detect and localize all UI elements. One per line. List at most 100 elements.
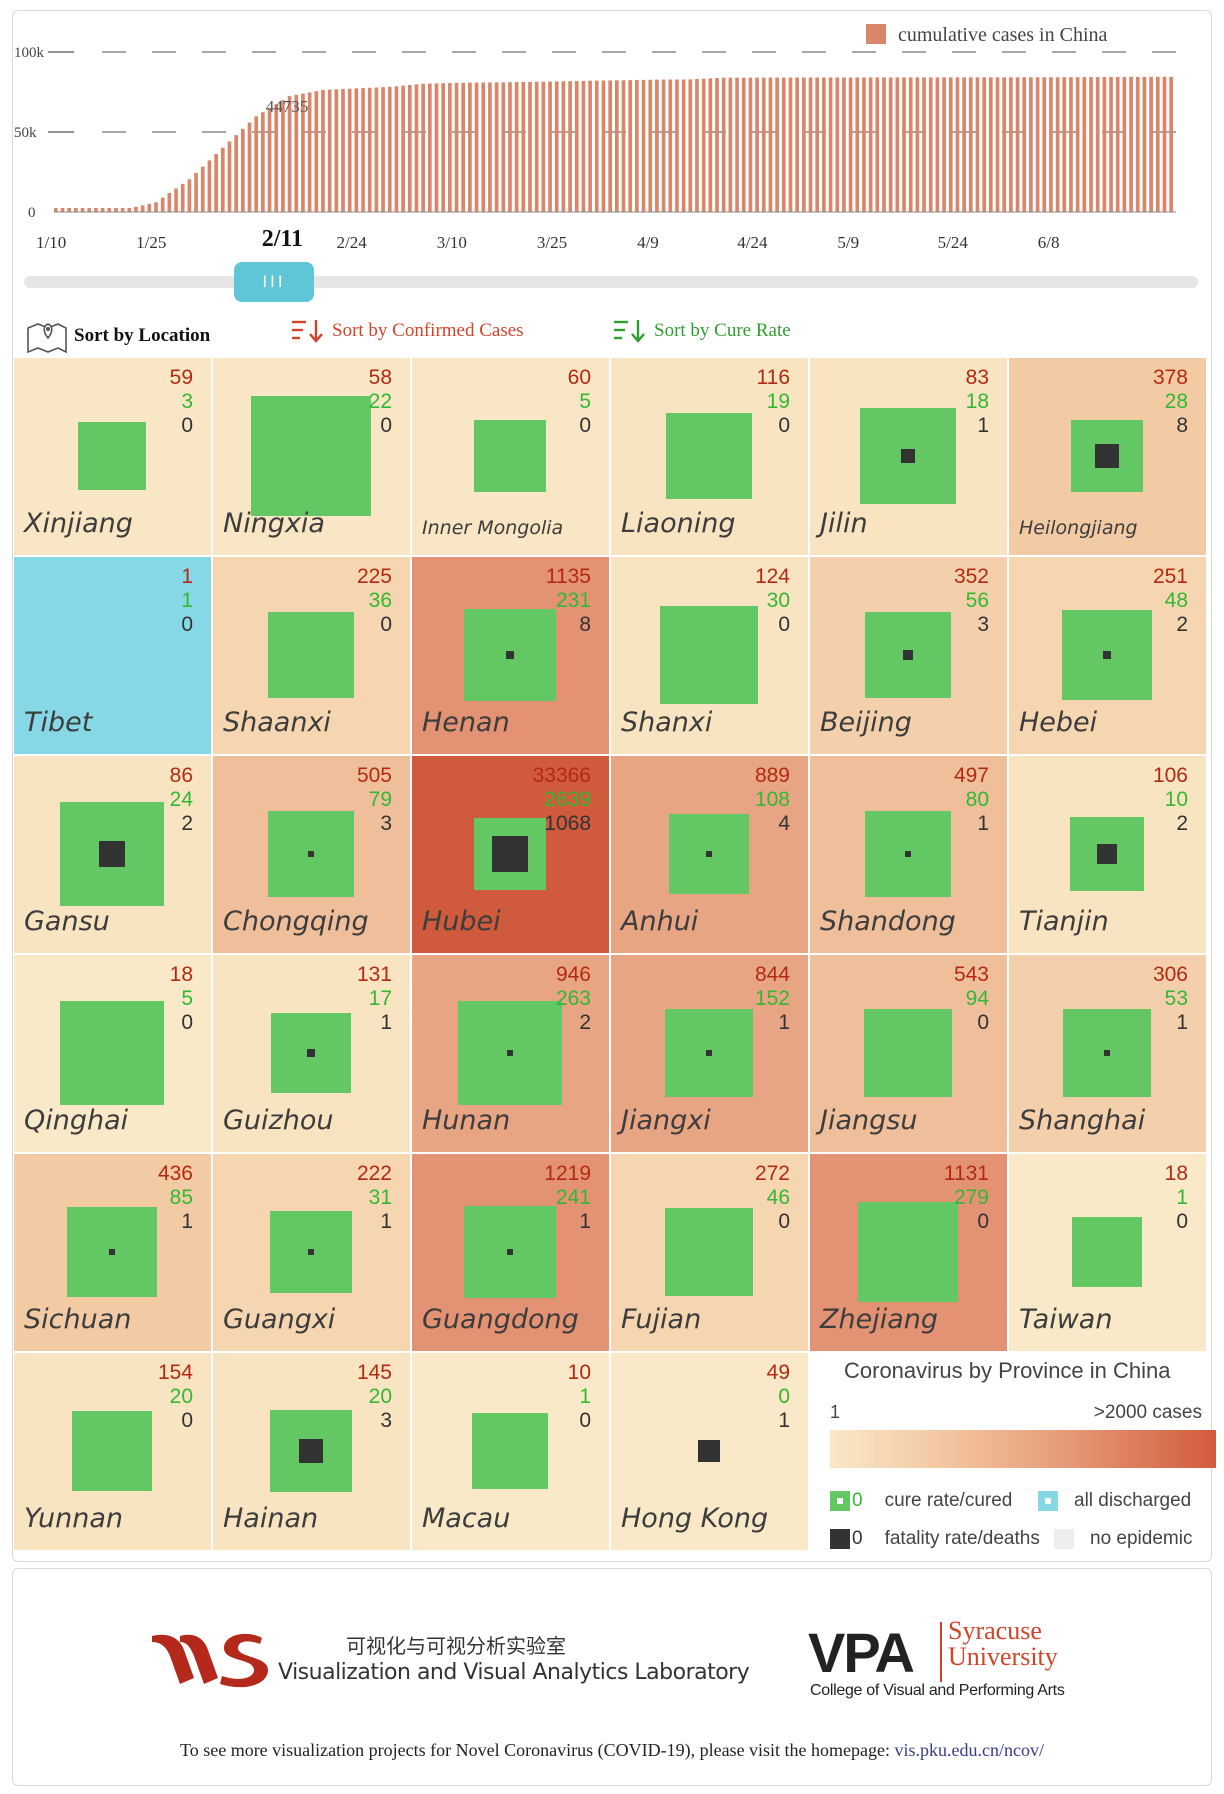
bar (588, 80, 592, 212)
bar (421, 83, 425, 213)
bar (1102, 76, 1107, 212)
confirmed-count: 49 (766, 1361, 790, 1384)
province-cell-macau[interactable]: 10 1 0 Macau (412, 1353, 609, 1550)
province-cell-hebei[interactable]: 251 48 2 Hebei (1009, 557, 1206, 754)
confirmed-count: 1131 (943, 1162, 989, 1185)
bar (407, 85, 412, 212)
map-legend: Coronavirus by Province in China 1 >2000… (824, 1358, 1216, 1555)
bar (882, 77, 886, 212)
bar (234, 135, 238, 212)
province-cell-xinjiang[interactable]: 59 3 0 Xinjiang (14, 358, 211, 555)
sort-by-cure-rate-button[interactable]: Sort by Cure Rate (612, 318, 791, 344)
province-cell-jiangsu[interactable]: 543 94 0 Jiangsu (810, 955, 1007, 1152)
cure-rate-square (1072, 1217, 1142, 1287)
province-cell-fujian[interactable]: 272 46 0 Fujian (611, 1154, 808, 1351)
sort-by-confirmed-button[interactable]: Sort by Confirmed Cases (290, 318, 524, 344)
date-slider-track[interactable] (24, 276, 1198, 288)
bar (962, 77, 966, 213)
fatality-rate-square (1102, 650, 1112, 660)
bar (314, 91, 319, 212)
cure-rate-square (665, 1208, 753, 1296)
province-cell-shanxi[interactable]: 124 30 0 Shanxi (611, 557, 808, 754)
homepage-link[interactable]: vis.pku.edu.cn/ncov/ (894, 1740, 1045, 1760)
bar (1142, 76, 1147, 212)
bar (788, 77, 793, 212)
deaths-count: 0 (778, 1210, 790, 1233)
province-cell-liaoning[interactable]: 116 19 0 Liaoning (611, 358, 808, 555)
logo-divider (940, 1622, 942, 1682)
deaths-count: 2 (1176, 812, 1188, 835)
cured-count: 18 (965, 390, 989, 413)
province-cell-henan[interactable]: 1135 231 8 Henan (412, 557, 609, 754)
province-cell-hubei[interactable]: 33366 2639 1068 Hubei (412, 756, 609, 953)
cured-count: 53 (1164, 987, 1188, 1010)
province-cell-qinghai[interactable]: 18 5 0 Qinghai (14, 955, 211, 1152)
confirmed-count: 154 (157, 1361, 193, 1384)
bar (635, 80, 639, 212)
bar (621, 80, 626, 213)
province-cell-taiwan[interactable]: 18 1 0 Taiwan (1009, 1154, 1206, 1351)
bar (574, 80, 579, 212)
deaths-count: 0 (1176, 1210, 1188, 1233)
date-slider-handle[interactable]: III (234, 262, 314, 302)
province-cell-jilin[interactable]: 83 18 1 Jilin (810, 358, 1007, 555)
province-cell-tibet[interactable]: 1 1 0 Tibet (14, 557, 211, 754)
bar (715, 78, 719, 212)
sort-by-location-button[interactable]: Sort by Location (26, 318, 210, 354)
province-name: Hainan (223, 1503, 319, 1534)
legend-fatality-zero: 0 (852, 1528, 863, 1549)
cured-count: 94 (965, 987, 989, 1010)
province-cell-heilongjiang[interactable]: 378 28 8 Heilongjiang (1009, 358, 1206, 555)
bar (354, 88, 359, 212)
confirmed-count: 86 (169, 764, 193, 787)
province-cell-shanghai[interactable]: 306 53 1 Shanghai (1009, 955, 1206, 1152)
bar (488, 82, 492, 212)
bar (748, 77, 753, 213)
deaths-count: 0 (579, 1409, 591, 1432)
province-cell-beijing[interactable]: 352 56 3 Beijing (810, 557, 1007, 754)
province-cell-guizhou[interactable]: 131 17 1 Guizhou (213, 955, 410, 1152)
chart-axis: 100k 50k 01/10 1/25 2/11 2/24 3/10 3/25 4/9 4/24 5… (14, 45, 1176, 252)
province-cell-yunnan[interactable]: 154 20 0 Yunnan (14, 1353, 211, 1550)
bar (321, 89, 325, 212)
province-cell-sichuan[interactable]: 436 85 1 Sichuan (14, 1154, 211, 1351)
province-name: Shanghai (1019, 1105, 1146, 1136)
province-cell-gansu[interactable]: 86 24 2 Gansu (14, 756, 211, 953)
bar (688, 79, 693, 212)
province-cell-chongqing[interactable]: 505 79 3 Chongqing (213, 756, 410, 953)
bar (94, 208, 98, 212)
cured-count: 20 (169, 1385, 193, 1408)
deaths-count: 0 (778, 414, 790, 437)
bar (367, 87, 372, 212)
province-cell-ningxia[interactable]: 58 22 0 Ningxia (213, 358, 410, 555)
bar (848, 77, 853, 212)
province-cell-hong-kong[interactable]: 49 0 1 Hong Kong (611, 1353, 808, 1550)
province-cell-shandong[interactable]: 497 80 1 Shandong (810, 756, 1007, 953)
deaths-count: 8 (1176, 414, 1188, 437)
sort-location-label: Sort by Location (74, 325, 211, 346)
province-cell-shaanxi[interactable]: 225 36 0 Shaanxi (213, 557, 410, 754)
bar (241, 128, 245, 212)
province-cell-tianjin[interactable]: 106 10 2 Tianjin (1009, 756, 1206, 953)
legend-label: cumulative cases in China (898, 24, 1108, 46)
bar (528, 81, 532, 213)
bar (167, 193, 172, 212)
province-cell-jiangxi[interactable]: 844 152 1 Jiangxi (611, 955, 808, 1152)
x-tick-label: 4/24 (737, 233, 768, 252)
province-cell-guangdong[interactable]: 1219 241 1 Guangdong (412, 1154, 609, 1351)
bar (294, 94, 299, 212)
province-cell-zhejiang[interactable]: 1131 279 0 Zhejiang (810, 1154, 1007, 1351)
fatality-rate-square (307, 850, 315, 858)
province-cell-guangxi[interactable]: 222 31 1 Guangxi (213, 1154, 410, 1351)
confirmed-count: 116 (756, 366, 790, 389)
province-cell-hunan[interactable]: 946 263 2 Hunan (412, 955, 609, 1152)
cure-rate-square (666, 413, 752, 499)
map-pin-icon (27, 323, 67, 354)
province-name: Shaanxi (223, 707, 331, 738)
province-name: Yunnan (24, 1503, 124, 1534)
province-cell-hainan[interactable]: 145 20 3 Hainan (213, 1353, 410, 1550)
bar (1069, 77, 1073, 212)
province-name: Heilongjiang (1019, 517, 1138, 539)
province-cell-inner-mongolia[interactable]: 60 5 0 Inner Mongolia (412, 358, 609, 555)
province-cell-anhui[interactable]: 889 108 4 Anhui (611, 756, 808, 953)
